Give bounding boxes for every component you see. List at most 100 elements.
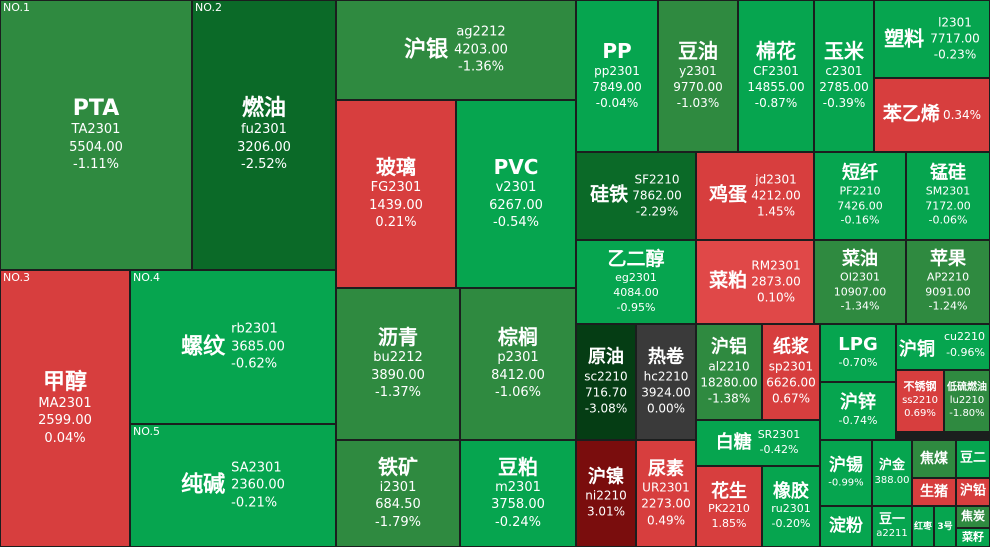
tile-cotton[interactable]: 棉花 CF2301 14855.00 -0.87% bbox=[738, 0, 814, 152]
tile-code: SR2301 bbox=[757, 428, 801, 442]
tile-name: 苯乙烯 bbox=[882, 103, 940, 126]
tile-change: -1.11% bbox=[73, 157, 119, 173]
tile-starch[interactable]: 淀粉 bbox=[820, 506, 872, 547]
tile-low-sulfur-fuel[interactable]: 低硫燃油 lu2210 -1.80% bbox=[944, 370, 990, 432]
tile-lpg[interactable]: LPG -0.70% bbox=[820, 324, 896, 382]
tile-soybean-oil[interactable]: 豆油 y2301 9770.00 -1.03% bbox=[658, 0, 738, 152]
tile-rebar[interactable]: NO.4 螺纹 rb2301 3685.00 -0.62% bbox=[130, 270, 336, 424]
tile-name: 不锈钢 bbox=[903, 380, 937, 394]
tile-soybean-2[interactable]: 豆二 bbox=[956, 440, 990, 478]
tile-silicomanganese[interactable]: 锰硅 SM2301 7172.00 -0.06% bbox=[906, 152, 990, 240]
tile-ferrosilicon[interactable]: 硅铁 SF2210 7862.00 -2.29% bbox=[576, 152, 696, 240]
tile-aluminum[interactable]: 沪铝 al2210 18280.00 -1.38% bbox=[696, 324, 762, 420]
tile-price: 9091.00 bbox=[925, 284, 971, 298]
tile-pulp[interactable]: 纸浆 sp2301 6626.00 0.67% bbox=[762, 324, 820, 420]
tile-peanut[interactable]: 花生 PK2210 1.85% bbox=[696, 466, 762, 547]
tile-name: 短纤 bbox=[842, 162, 878, 184]
tile-no3[interactable]: 3号 bbox=[934, 506, 956, 547]
tile-bitumen[interactable]: 沥青 bu2212 3890.00 -1.37% bbox=[336, 288, 460, 440]
tile-ethylene-glycol[interactable]: 乙二醇 eg2301 4084.00 -0.95% bbox=[576, 240, 696, 324]
tile-apple[interactable]: 苹果 AP2210 9091.00 -1.24% bbox=[906, 240, 990, 324]
tile-code: jd2301 bbox=[755, 172, 797, 187]
tile-lead[interactable]: 沪铅 bbox=[956, 478, 990, 506]
tile-code: rb2301 bbox=[231, 321, 278, 337]
tile-code: v2301 bbox=[495, 180, 537, 196]
tile-change: 1.45% bbox=[756, 205, 796, 220]
tile-name: 玉米 bbox=[824, 39, 864, 64]
tile-name: 橡胶 bbox=[773, 480, 809, 502]
tile-change: -0.42% bbox=[759, 443, 799, 456]
tile-name: PP bbox=[602, 39, 632, 64]
tile-zinc[interactable]: 沪锌 -0.74% bbox=[820, 382, 896, 440]
tile-change: -0.04% bbox=[595, 96, 639, 111]
tile-rapeseed-oil[interactable]: 菜油 OI2301 10907.00 -1.34% bbox=[814, 240, 906, 324]
tile-pp[interactable]: PP pp2301 7849.00 -0.04% bbox=[576, 0, 658, 152]
tile-name: 焦煤 bbox=[920, 450, 948, 467]
tile-silver[interactable]: 沪银 ag2212 4203.00 -1.36% bbox=[336, 0, 576, 100]
tile-fuel-oil[interactable]: NO.2 燃油 fu2301 3206.00 -2.52% bbox=[192, 0, 336, 270]
tile-soybean-1[interactable]: 豆一 a2211 bbox=[872, 506, 912, 547]
tile-glass[interactable]: 玻璃 FG2301 1439.00 0.21% bbox=[336, 100, 456, 288]
tile-rapeseed-meal[interactable]: 菜粕 RM2301 2873.00 0.10% bbox=[696, 240, 814, 324]
tile-egg[interactable]: 鸡蛋 jd2301 4212.00 1.45% bbox=[696, 152, 814, 240]
tile-name: 菜油 bbox=[842, 248, 878, 270]
tile-change: -0.16% bbox=[840, 213, 880, 227]
tile-urea[interactable]: 尿素 UR2301 2273.00 0.49% bbox=[636, 440, 696, 547]
tile-name: 焦炭 bbox=[960, 509, 985, 524]
tile-stainless-steel[interactable]: 不锈钢 ss2210 0.69% bbox=[896, 370, 944, 432]
tile-change: -2.52% bbox=[241, 157, 287, 173]
tile-crude-oil[interactable]: 原油 sc2210 716.70 -3.08% bbox=[576, 324, 636, 440]
tile-rubber[interactable]: 橡胶 ru2301 -0.20% bbox=[762, 466, 820, 547]
tile-code: ru2301 bbox=[771, 502, 811, 515]
tile-pvc[interactable]: PVC v2301 6267.00 -0.54% bbox=[456, 100, 576, 288]
tile-code: SA2301 bbox=[231, 460, 282, 476]
tile-code: PF2210 bbox=[839, 184, 881, 198]
tile-change: -1.03% bbox=[676, 96, 720, 111]
tile-name: 沪金 bbox=[878, 457, 905, 473]
tile-price: 5504.00 bbox=[69, 139, 123, 155]
tile-pta[interactable]: NO.1 PTA TA2301 5504.00 -1.11% bbox=[0, 0, 192, 270]
tile-red-date[interactable]: 红枣 bbox=[912, 506, 934, 547]
tile-soda-ash[interactable]: NO.5 纯碱 SA2301 2360.00 -0.21% bbox=[130, 424, 336, 547]
tile-code: SF2210 bbox=[634, 172, 680, 187]
tile-name: 热卷 bbox=[648, 346, 684, 368]
tile-name: 原油 bbox=[588, 346, 624, 368]
tile-hot-coil[interactable]: 热卷 hc2210 3924.00 0.00% bbox=[636, 324, 696, 440]
tile-corn[interactable]: 玉米 c2301 2785.00 -0.39% bbox=[814, 0, 874, 152]
tile-coking-coal[interactable]: 焦煤 bbox=[912, 440, 956, 478]
tile-price: 716.70 bbox=[585, 385, 627, 400]
tile-soybean-meal[interactable]: 豆粕 m2301 3758.00 -0.24% bbox=[460, 440, 576, 547]
tile-code: l2301 bbox=[938, 15, 972, 30]
tile-change: -0.21% bbox=[231, 495, 278, 511]
tile-change: -1.36% bbox=[458, 59, 504, 75]
tile-staple-fiber[interactable]: 短纤 PF2210 7426.00 -0.16% bbox=[814, 152, 906, 240]
tile-price: 8412.00 bbox=[491, 367, 545, 383]
tile-tin[interactable]: 沪锡 -0.99% bbox=[820, 440, 872, 506]
tile-name: 沪锌 bbox=[840, 392, 876, 414]
tile-sugar[interactable]: 白糖 SR2301 -0.42% bbox=[696, 420, 820, 466]
tile-palm-oil[interactable]: 棕榈 p2301 8412.00 -1.06% bbox=[460, 288, 576, 440]
tile-methanol[interactable]: NO.3 甲醇 MA2301 2599.00 0.04% bbox=[0, 270, 130, 547]
tile-code: y2301 bbox=[679, 64, 717, 79]
tile-price: 3924.00 bbox=[641, 385, 691, 400]
tile-live-hog[interactable]: 生猪 bbox=[912, 478, 956, 506]
tile-price: 3685.00 bbox=[231, 339, 285, 355]
tile-iron-ore[interactable]: 铁矿 i2301 684.50 -1.79% bbox=[336, 440, 460, 547]
tile-plastic[interactable]: 塑料 l2301 7717.00 -0.23% bbox=[874, 0, 990, 78]
tile-rank: NO.5 bbox=[133, 425, 160, 438]
tile-nickel[interactable]: 沪镍 ni2210 3.01% bbox=[576, 440, 636, 547]
tile-name: 花生 bbox=[711, 480, 747, 502]
tile-name: 沪银 bbox=[404, 37, 449, 63]
tile-price: 7849.00 bbox=[592, 80, 642, 95]
tile-rapeseed[interactable]: 菜籽 bbox=[956, 528, 990, 547]
tile-gold[interactable]: 沪金 388.00 bbox=[872, 440, 912, 506]
tile-copper[interactable]: 沪铜 cu2210 -0.96% bbox=[896, 324, 990, 370]
tile-price: 2873.00 bbox=[751, 274, 801, 289]
tile-coke[interactable]: 焦炭 bbox=[956, 506, 990, 528]
tile-price: 3890.00 bbox=[371, 367, 425, 383]
tile-price: 7172.00 bbox=[925, 198, 971, 212]
tile-code: fu2301 bbox=[241, 122, 287, 138]
tile-styrene[interactable]: 苯乙烯 0.34% bbox=[874, 78, 990, 152]
tile-name: 3号 bbox=[937, 521, 953, 532]
tile-code: bu2212 bbox=[373, 350, 423, 366]
